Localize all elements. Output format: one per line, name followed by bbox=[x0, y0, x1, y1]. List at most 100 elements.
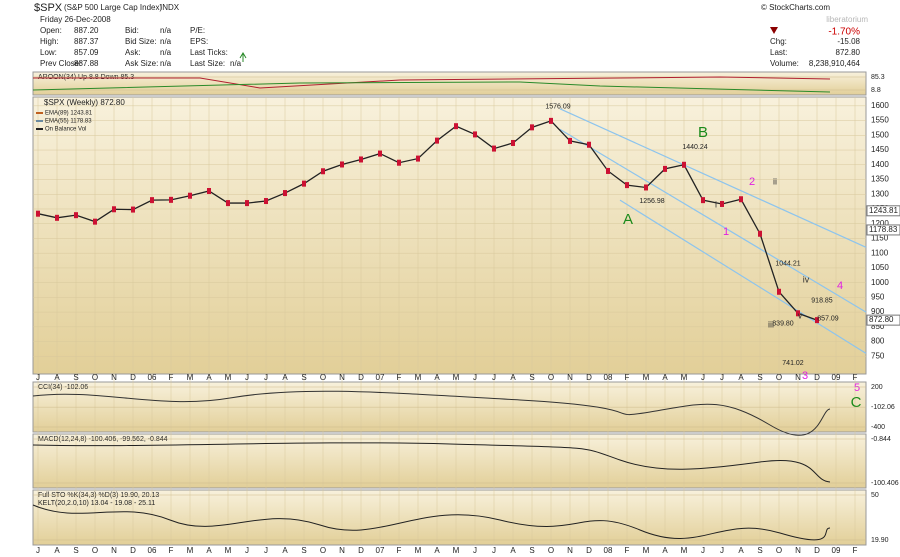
y-tick-label: 1350 bbox=[871, 175, 889, 184]
price-bar bbox=[321, 168, 325, 175]
field-value: 887.88 bbox=[74, 59, 99, 68]
x-tick-label: A bbox=[738, 373, 744, 382]
price-bar bbox=[777, 288, 781, 295]
x-tick-label: J bbox=[473, 546, 477, 555]
x-tick-label: J bbox=[492, 373, 496, 382]
price-bar bbox=[169, 196, 173, 203]
exchange: INDX bbox=[160, 3, 180, 12]
field-value: n/a bbox=[160, 48, 172, 57]
field-value: n/a bbox=[160, 37, 172, 46]
value-box bbox=[866, 314, 900, 326]
price-annotation: 839.80 bbox=[772, 321, 794, 328]
legend-title: $SPX (Weekly) 872.80 bbox=[44, 98, 125, 107]
x-tick-label: M bbox=[681, 546, 688, 555]
x-tick-label: F bbox=[169, 373, 174, 382]
field-label: High: bbox=[40, 37, 59, 46]
price-annotation: 1576.09 bbox=[545, 104, 570, 111]
x-tick-label: D bbox=[130, 546, 136, 555]
wave-label: A bbox=[623, 211, 633, 228]
price-bar bbox=[264, 198, 268, 205]
channel-line bbox=[559, 128, 867, 313]
x-tick-label: F bbox=[853, 546, 858, 555]
x-tick-label: N bbox=[111, 373, 117, 382]
watermark: liberatorium bbox=[826, 15, 868, 24]
field-label: Last Ticks: bbox=[190, 48, 228, 57]
indicator-label: EMA(89) 1243.81 bbox=[45, 111, 93, 117]
x-tick-label: D bbox=[814, 373, 820, 382]
y-tick-label: 1100 bbox=[871, 248, 889, 257]
price-bar bbox=[55, 214, 59, 221]
indicator-label: EMA(55) 1178.83 bbox=[45, 119, 92, 125]
field-value: n/a bbox=[230, 59, 242, 68]
field-label: Low: bbox=[40, 48, 57, 57]
price-annotation: 741.02 bbox=[782, 360, 804, 367]
x-tick-label: A bbox=[282, 546, 288, 555]
price-bar bbox=[739, 196, 743, 203]
x-tick-label: M bbox=[453, 373, 460, 382]
wave-label: B bbox=[698, 124, 708, 141]
field-label: Last: bbox=[770, 48, 787, 57]
x-tick-label: J bbox=[701, 373, 705, 382]
field-value: 872.80 bbox=[836, 48, 861, 57]
channel-line bbox=[559, 108, 867, 248]
x-tick-label: 08 bbox=[604, 546, 613, 555]
symbol-name: (S&P 500 Large Cap Index) bbox=[64, 3, 162, 12]
down-arrow bbox=[770, 27, 778, 34]
field-label: P/E: bbox=[190, 26, 205, 35]
x-tick-label: M bbox=[415, 373, 422, 382]
x-tick-label: D bbox=[358, 373, 364, 382]
wave-label: iii bbox=[768, 319, 774, 329]
x-tick-label: F bbox=[397, 373, 402, 382]
y-tick-label: 1050 bbox=[871, 263, 889, 272]
x-tick-label: F bbox=[853, 373, 858, 382]
x-tick-label: 07 bbox=[376, 373, 385, 382]
wave-label: iv bbox=[803, 274, 810, 284]
value-label: 872.80 bbox=[869, 315, 894, 324]
panel-title: MACD(12,24,8) -100.406, -99.562, -0.844 bbox=[38, 436, 168, 443]
field-label: Prev Close: bbox=[40, 59, 81, 68]
field-label: Bid: bbox=[125, 26, 139, 35]
price-bar bbox=[549, 117, 553, 124]
y-tick-label: 800 bbox=[871, 337, 885, 346]
sto-trace bbox=[32, 504, 831, 541]
field-value: 887.37 bbox=[74, 37, 99, 46]
price-bar bbox=[302, 180, 306, 187]
panel-title: CCI(34) -102.06 bbox=[38, 384, 88, 391]
wave-label: 5 bbox=[854, 382, 860, 394]
y-tick-label: 950 bbox=[871, 292, 885, 301]
price-bar bbox=[74, 212, 78, 219]
price-bar bbox=[701, 197, 705, 204]
wave-label: 2 bbox=[749, 176, 755, 188]
y-tick-label: 1500 bbox=[871, 130, 889, 139]
wave-label: 1 bbox=[723, 226, 729, 238]
panel-title: Full STO %K(34,3) %D(3) 19.90, 20.13 bbox=[38, 492, 159, 499]
field-value: n/a bbox=[160, 59, 172, 68]
x-tick-label: 07 bbox=[376, 546, 385, 555]
price-annotation: 918.85 bbox=[811, 297, 833, 304]
x-tick-label: J bbox=[264, 546, 268, 555]
value-label: 1178.83 bbox=[869, 225, 898, 234]
x-tick-label: S bbox=[529, 373, 534, 382]
y-tick-label: 900 bbox=[871, 307, 885, 316]
price-bar bbox=[359, 156, 363, 163]
y-tick-label: 1450 bbox=[871, 145, 889, 154]
field-value: -15.08 bbox=[837, 37, 860, 46]
x-tick-label: A bbox=[510, 373, 516, 382]
price-bar bbox=[150, 197, 154, 204]
x-tick-label: O bbox=[776, 546, 782, 555]
x-tick-label: A bbox=[510, 546, 516, 555]
x-tick-label: J bbox=[473, 373, 477, 382]
x-tick-label: F bbox=[625, 373, 630, 382]
price-annotation: 1440.24 bbox=[682, 144, 707, 151]
x-tick-label: M bbox=[643, 373, 650, 382]
price-bar bbox=[397, 159, 401, 166]
y-tick-label: 1550 bbox=[871, 116, 889, 125]
y-tick-label: 1200 bbox=[871, 219, 889, 228]
x-tick-label: S bbox=[529, 546, 534, 555]
x-tick-label: N bbox=[339, 373, 345, 382]
panel-tick-label: -102.06 bbox=[871, 404, 895, 411]
panel-tick-label: 85.3 bbox=[871, 74, 885, 81]
wave-label: 3 bbox=[802, 370, 808, 382]
wave-label: i bbox=[715, 199, 717, 209]
field-value: 857.09 bbox=[74, 48, 99, 57]
